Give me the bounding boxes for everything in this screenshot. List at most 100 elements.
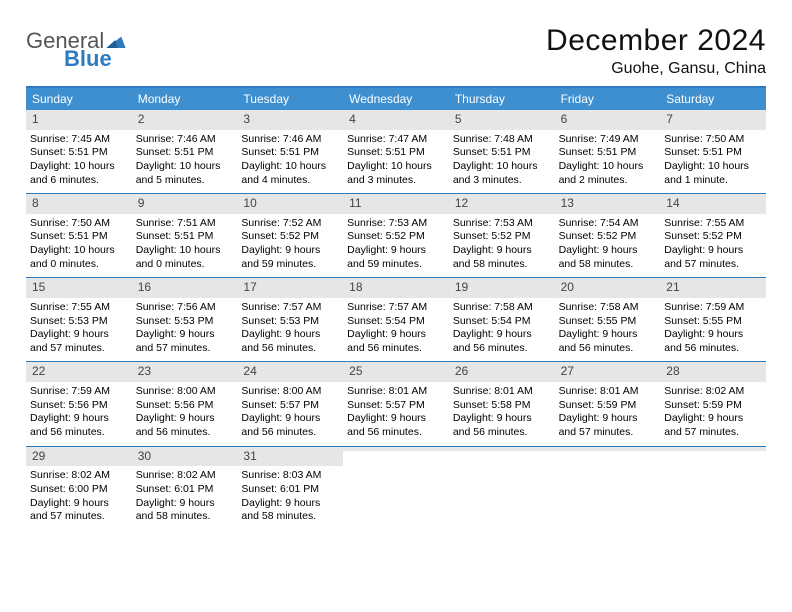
day-cell (660, 447, 766, 530)
daylight-line: Daylight: 10 hours (136, 244, 234, 258)
day-cell: 17Sunrise: 7:57 AMSunset: 5:53 PMDayligh… (237, 278, 343, 361)
day-cell: 20Sunrise: 7:58 AMSunset: 5:55 PMDayligh… (555, 278, 661, 361)
daylight-line: and 56 minutes. (241, 426, 339, 440)
sunrise-line: Sunrise: 7:47 AM (347, 133, 445, 147)
sunrise-line: Sunrise: 7:59 AM (30, 385, 128, 399)
day-number-bar: 15 (26, 278, 132, 298)
daylight-line: Daylight: 9 hours (241, 328, 339, 342)
sunset-line: Sunset: 5:57 PM (347, 399, 445, 413)
day-number-bar: 8 (26, 194, 132, 214)
sunrise-line: Sunrise: 7:54 AM (559, 217, 657, 231)
day-cell: 15Sunrise: 7:55 AMSunset: 5:53 PMDayligh… (26, 278, 132, 361)
calendar: Sunday Monday Tuesday Wednesday Thursday… (26, 86, 766, 530)
daylight-line: and 58 minutes. (136, 510, 234, 524)
day-cell: 13Sunrise: 7:54 AMSunset: 5:52 PMDayligh… (555, 194, 661, 277)
day-cell: 26Sunrise: 8:01 AMSunset: 5:58 PMDayligh… (449, 362, 555, 445)
day-number: 28 (666, 364, 760, 380)
sunset-line: Sunset: 5:56 PM (136, 399, 234, 413)
daylight-line: and 58 minutes. (559, 258, 657, 272)
day-number: 5 (455, 112, 549, 128)
day-cell: 24Sunrise: 8:00 AMSunset: 5:57 PMDayligh… (237, 362, 343, 445)
sunrise-line: Sunrise: 7:52 AM (241, 217, 339, 231)
day-number: 26 (455, 364, 549, 380)
dow-friday: Friday (555, 88, 661, 110)
day-of-week-row: Sunday Monday Tuesday Wednesday Thursday… (26, 88, 766, 110)
day-number: 24 (243, 364, 337, 380)
sunset-line: Sunset: 5:52 PM (347, 230, 445, 244)
daylight-line: and 0 minutes. (30, 258, 128, 272)
sunrise-line: Sunrise: 8:00 AM (241, 385, 339, 399)
day-cell: 19Sunrise: 7:58 AMSunset: 5:54 PMDayligh… (449, 278, 555, 361)
sunset-line: Sunset: 5:51 PM (30, 230, 128, 244)
day-number-bar: 7 (660, 110, 766, 130)
title-block: December 2024 Guohe, Gansu, China (546, 24, 766, 78)
sunset-line: Sunset: 5:54 PM (347, 315, 445, 329)
day-number: 30 (138, 449, 232, 465)
day-number-bar: 4 (343, 110, 449, 130)
day-cell (555, 447, 661, 530)
daylight-line: Daylight: 9 hours (136, 497, 234, 511)
sunrise-line: Sunrise: 7:51 AM (136, 217, 234, 231)
sunset-line: Sunset: 5:51 PM (347, 146, 445, 160)
day-cell: 4Sunrise: 7:47 AMSunset: 5:51 PMDaylight… (343, 110, 449, 193)
day-cell (449, 447, 555, 530)
day-number-bar: 1 (26, 110, 132, 130)
day-number-bar: 9 (132, 194, 238, 214)
week-row: 22Sunrise: 7:59 AMSunset: 5:56 PMDayligh… (26, 362, 766, 446)
sunrise-line: Sunrise: 7:58 AM (559, 301, 657, 315)
day-number: 17 (243, 280, 337, 296)
header: GeneralBlue December 2024 Guohe, Gansu, … (26, 24, 766, 78)
day-number: 10 (243, 196, 337, 212)
day-number-bar: 19 (449, 278, 555, 298)
sunrise-line: Sunrise: 8:00 AM (136, 385, 234, 399)
daylight-line: Daylight: 9 hours (664, 412, 762, 426)
daylight-line: and 56 minutes. (347, 426, 445, 440)
sunrise-line: Sunrise: 7:59 AM (664, 301, 762, 315)
day-cell: 8Sunrise: 7:50 AMSunset: 5:51 PMDaylight… (26, 194, 132, 277)
sunrise-line: Sunrise: 8:03 AM (241, 469, 339, 483)
day-cell: 11Sunrise: 7:53 AMSunset: 5:52 PMDayligh… (343, 194, 449, 277)
day-number-bar: 14 (660, 194, 766, 214)
logo: GeneralBlue (26, 30, 126, 70)
day-number: 11 (349, 196, 443, 212)
daylight-line: and 57 minutes. (664, 258, 762, 272)
daylight-line: and 56 minutes. (136, 426, 234, 440)
sunrise-line: Sunrise: 8:02 AM (30, 469, 128, 483)
day-cell: 2Sunrise: 7:46 AMSunset: 5:51 PMDaylight… (132, 110, 238, 193)
sunrise-line: Sunrise: 7:49 AM (559, 133, 657, 147)
sunset-line: Sunset: 5:53 PM (136, 315, 234, 329)
daylight-line: and 57 minutes. (30, 342, 128, 356)
sunset-line: Sunset: 5:51 PM (559, 146, 657, 160)
sunrise-line: Sunrise: 7:46 AM (136, 133, 234, 147)
day-number: 18 (349, 280, 443, 296)
daylight-line: Daylight: 10 hours (664, 160, 762, 174)
day-number-bar: 5 (449, 110, 555, 130)
daylight-line: and 5 minutes. (136, 174, 234, 188)
daylight-line: Daylight: 9 hours (664, 244, 762, 258)
day-number-bar: 27 (555, 362, 661, 382)
daylight-line: and 1 minute. (664, 174, 762, 188)
daylight-line: Daylight: 9 hours (347, 328, 445, 342)
daylight-line: and 58 minutes. (453, 258, 551, 272)
day-number-bar: 6 (555, 110, 661, 130)
day-cell: 30Sunrise: 8:02 AMSunset: 6:01 PMDayligh… (132, 447, 238, 530)
week-row: 1Sunrise: 7:45 AMSunset: 5:51 PMDaylight… (26, 110, 766, 194)
dow-saturday: Saturday (660, 88, 766, 110)
day-number: 14 (666, 196, 760, 212)
day-cell: 9Sunrise: 7:51 AMSunset: 5:51 PMDaylight… (132, 194, 238, 277)
daylight-line: and 56 minutes. (453, 342, 551, 356)
daylight-line: Daylight: 9 hours (347, 412, 445, 426)
day-number: 1 (32, 112, 126, 128)
sunrise-line: Sunrise: 7:46 AM (241, 133, 339, 147)
sunset-line: Sunset: 5:57 PM (241, 399, 339, 413)
day-number-bar: 17 (237, 278, 343, 298)
day-number-bar: 26 (449, 362, 555, 382)
day-number-bar: 31 (237, 447, 343, 467)
daylight-line: and 57 minutes. (136, 342, 234, 356)
day-cell: 18Sunrise: 7:57 AMSunset: 5:54 PMDayligh… (343, 278, 449, 361)
logo-word2: Blue (64, 48, 126, 70)
sunset-line: Sunset: 5:52 PM (664, 230, 762, 244)
daylight-line: Daylight: 10 hours (136, 160, 234, 174)
daylight-line: Daylight: 9 hours (241, 244, 339, 258)
day-number-bar: 10 (237, 194, 343, 214)
